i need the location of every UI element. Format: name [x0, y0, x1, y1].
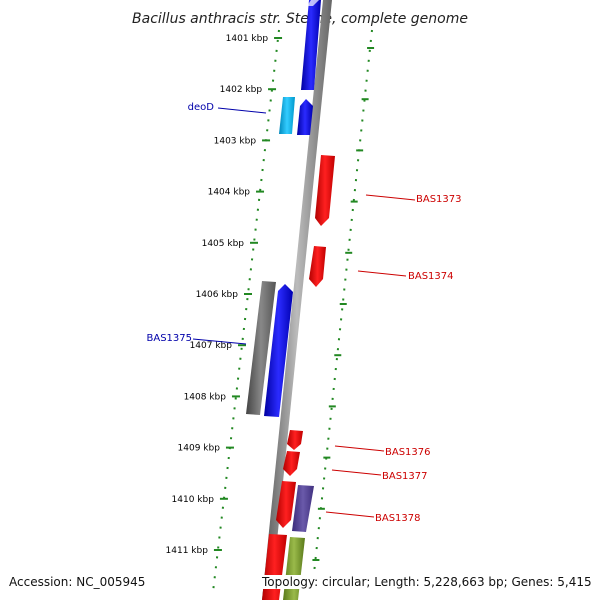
kbp-label: 1408 kbp: [184, 392, 227, 402]
leader-bas1376: [334, 445, 385, 452]
gene-labels: deoD BAS1373 BAS1374 BAS1375 BAS1376 BAS…: [147, 102, 462, 524]
gene-bas1374: [309, 246, 326, 287]
kbp-label: 1411 kbp: [166, 546, 209, 556]
kbp-label: 1401 kbp: [226, 34, 269, 44]
kbp-label: 1402 kbp: [220, 85, 263, 95]
gene-bas1377: [283, 451, 300, 476]
gene-bas1378-red: [276, 481, 296, 528]
kbp-ticks: 1401 kbp 1402 kbp 1403 kbp 1404 kbp 1405 kbp…: [166, 34, 375, 561]
kbp-label: 1407 kbp: [190, 341, 233, 351]
leader-bas1375: [192, 338, 247, 345]
genome-summary-text: Topology: circular; Length: 5,228,663 bp…: [262, 575, 592, 589]
gene-bottom-red: [262, 534, 287, 600]
label-bas1378: BAS1378: [375, 513, 421, 524]
map-title: Bacillus anthracis str. Sterne, complete…: [132, 11, 468, 27]
kbp-label: 1406 kbp: [196, 290, 239, 300]
leader-bas1377: [331, 469, 382, 476]
label-bas1375: BAS1375: [147, 333, 193, 344]
leader-bas1373: [365, 194, 416, 201]
label-bas1373: BAS1373: [416, 194, 462, 205]
kbp-label: 1410 kbp: [172, 495, 215, 505]
gene-deod-light: [279, 97, 295, 134]
gene-bas1375-gray: [246, 281, 276, 415]
gene-bas1378: [292, 485, 314, 532]
kbp-label: 1409 kbp: [178, 444, 221, 454]
gene-bas1376: [287, 430, 303, 450]
kbp-label: 1404 kbp: [208, 188, 251, 198]
leader-bas1378: [325, 511, 375, 518]
kbp-label: 1403 kbp: [214, 136, 257, 146]
kbp-label: 1405 kbp: [202, 239, 245, 249]
leader-bas1374: [357, 270, 407, 277]
gene-bottom-olive: [283, 537, 305, 600]
label-deod: deoD: [188, 102, 215, 113]
label-bas1376: BAS1376: [385, 447, 431, 458]
outer-tick-scale: [311, 29, 373, 593]
gene-bas1375: [264, 284, 293, 417]
leader-lines: [192, 107, 416, 518]
leader-deod: [217, 107, 267, 114]
gene-deod: [297, 99, 313, 135]
label-bas1377: BAS1377: [382, 471, 428, 482]
gene-top-forward: [301, 0, 321, 90]
gene-bas1373: [315, 155, 335, 226]
accession-text: Accession: NC_005945: [9, 575, 146, 589]
genome-backbone: [262, 0, 332, 600]
label-bas1374: BAS1374: [408, 271, 454, 282]
